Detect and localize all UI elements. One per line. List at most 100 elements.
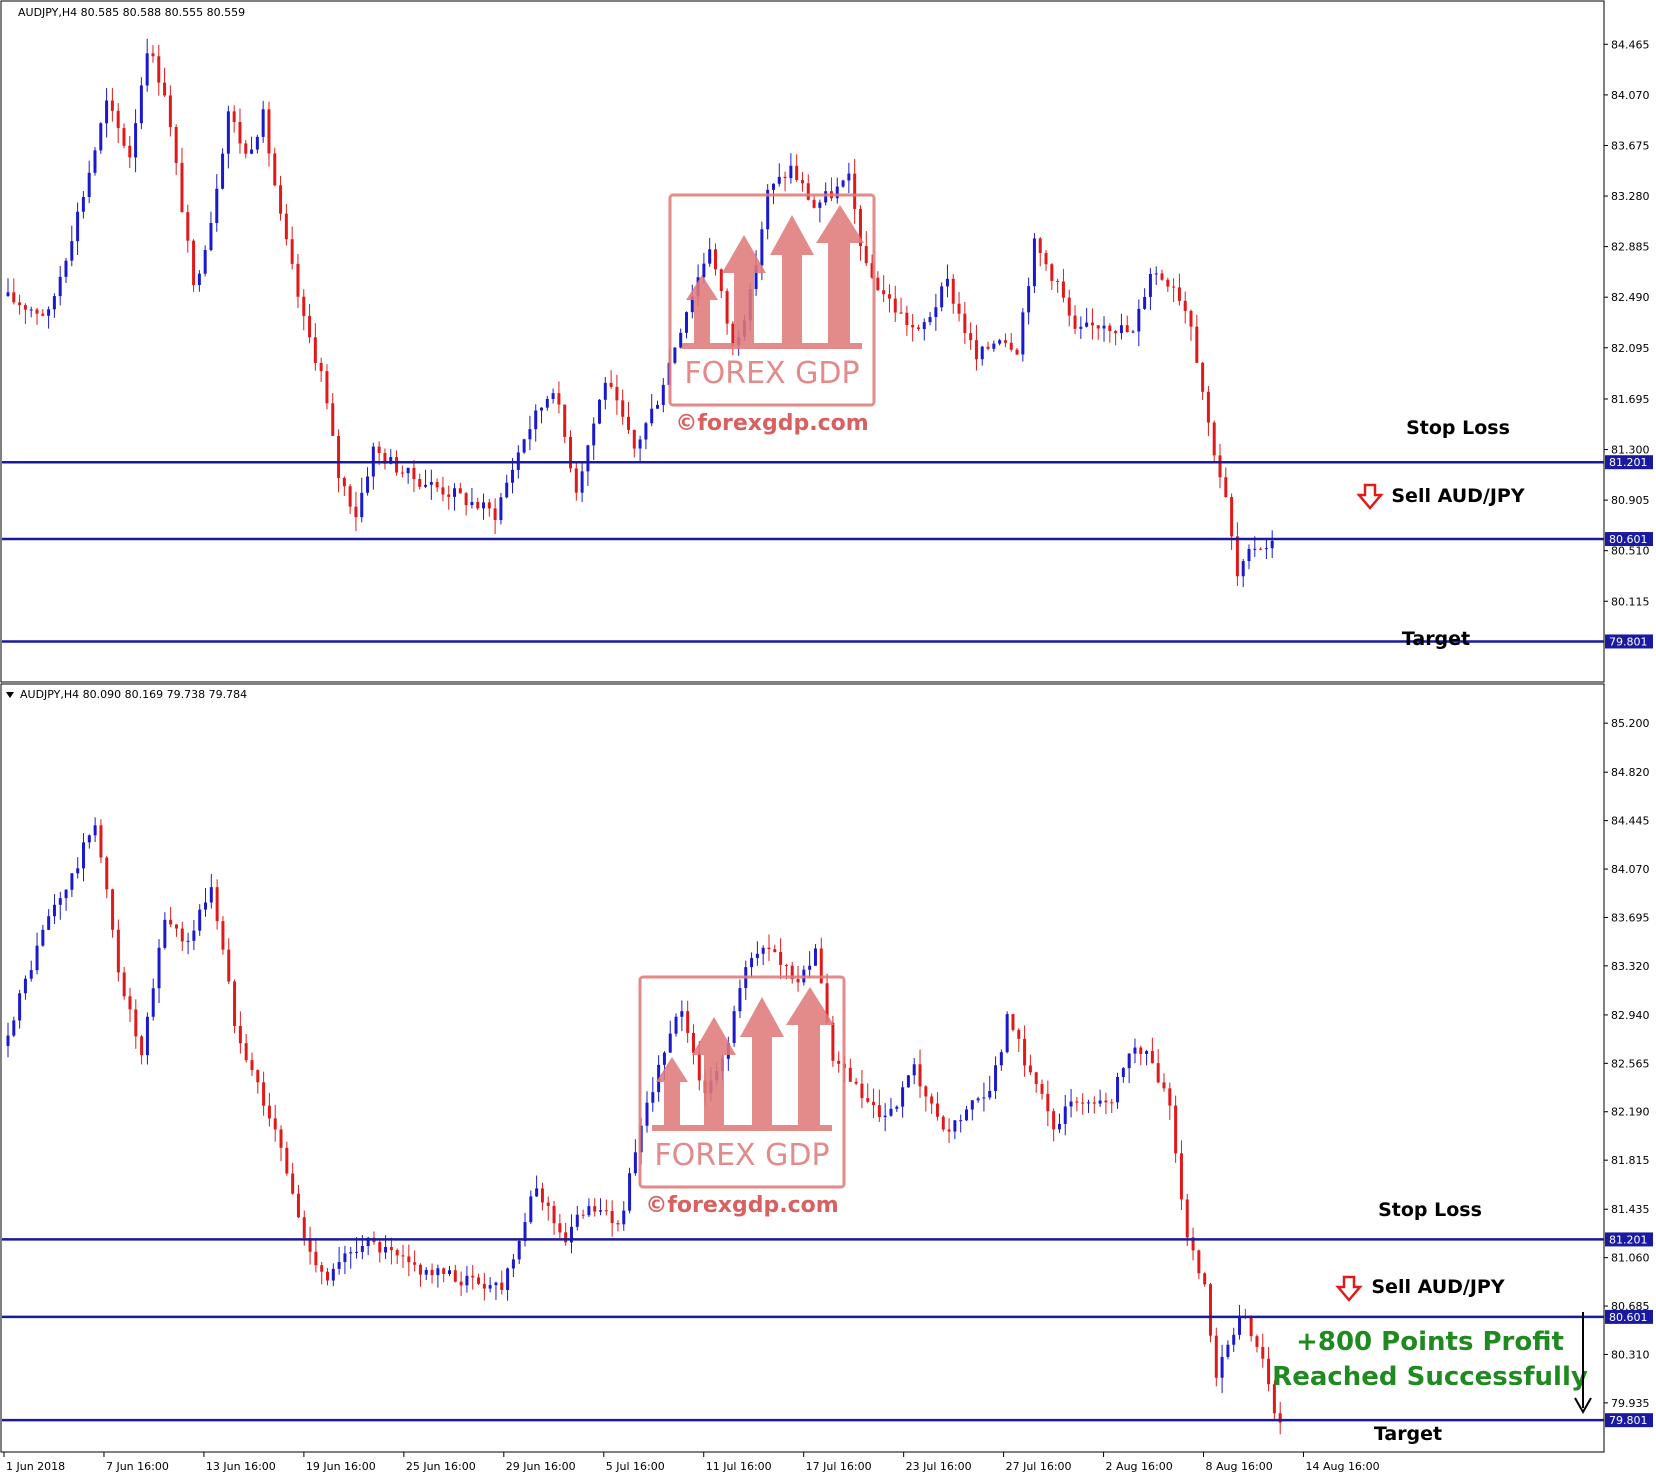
candle — [250, 136, 254, 155]
candle — [1264, 539, 1268, 560]
x-tick-label: 11 Jul 16:00 — [706, 1460, 772, 1473]
candle — [209, 211, 213, 252]
chart-panel-top: AUDJPY,H4 80.585 80.588 80.555 80.559 84… — [0, 0, 1653, 683]
y-tick-label: 81.695 — [1611, 393, 1650, 406]
candle — [953, 1120, 957, 1140]
candle — [122, 966, 126, 1000]
candle — [93, 147, 97, 176]
candle — [198, 904, 202, 936]
candle — [870, 254, 874, 279]
candle — [244, 1034, 248, 1063]
candle — [858, 205, 862, 261]
candle — [1127, 1053, 1131, 1084]
candle — [1023, 1025, 1027, 1077]
level-price-label: 80.601 — [1609, 533, 1648, 546]
candle — [813, 944, 817, 966]
candle — [1075, 1096, 1079, 1112]
candle — [708, 238, 712, 267]
target-label-top: Target — [1402, 628, 1470, 650]
candle — [1156, 1049, 1160, 1084]
candle — [1183, 291, 1187, 324]
y-tick-label: 80.510 — [1611, 545, 1650, 558]
candle — [965, 1105, 968, 1122]
candle — [383, 448, 387, 470]
candle — [853, 158, 857, 224]
candle — [522, 438, 526, 454]
candle — [1168, 1082, 1172, 1120]
candle — [145, 38, 149, 92]
candle — [789, 153, 793, 184]
candle — [401, 1244, 405, 1268]
candle — [593, 1198, 597, 1217]
candle — [732, 1005, 736, 1047]
candle — [864, 231, 868, 266]
candle — [755, 941, 759, 966]
candle — [1270, 530, 1274, 559]
candle — [1259, 547, 1263, 551]
candle — [134, 999, 138, 1049]
y-tick-label: 80.115 — [1611, 595, 1650, 608]
x-tick-label: 17 Jul 16:00 — [806, 1460, 872, 1473]
level-price-badge — [1605, 1232, 1653, 1247]
rising-arrows-icon — [652, 987, 834, 1131]
candle — [928, 311, 932, 326]
candle — [256, 1069, 260, 1094]
y-tick-label: 82.095 — [1611, 342, 1650, 355]
candle — [424, 469, 428, 488]
candle — [818, 199, 822, 223]
chart-header-top: AUDJPY,H4 80.585 80.588 80.555 80.559 — [18, 6, 245, 19]
candle — [1092, 1096, 1096, 1114]
candle — [1044, 249, 1048, 271]
candle — [203, 245, 207, 277]
sell-arrow-icon — [1335, 1275, 1363, 1302]
candle — [645, 1091, 649, 1133]
candle — [1208, 1282, 1212, 1343]
candle — [1073, 305, 1077, 335]
collapse-arrow-icon[interactable] — [6, 692, 14, 698]
candle — [488, 1277, 492, 1293]
candle — [795, 154, 799, 182]
candle — [1148, 268, 1152, 311]
candle — [1086, 1099, 1090, 1113]
candle — [761, 945, 765, 966]
level-price-label: 81.201 — [1609, 456, 1648, 469]
candle — [81, 190, 85, 219]
candle — [1255, 1334, 1259, 1353]
candle — [1034, 1071, 1038, 1093]
candle — [1116, 1072, 1120, 1109]
candle — [551, 388, 555, 404]
candle — [563, 404, 567, 444]
candle — [876, 271, 880, 291]
candle — [574, 461, 578, 501]
candle — [1195, 314, 1199, 364]
candle — [70, 873, 74, 897]
candle — [174, 124, 178, 175]
candle — [470, 487, 474, 509]
candle — [1090, 308, 1094, 340]
y-tick-label: 85.200 — [1611, 717, 1650, 730]
y-tick-label: 83.280 — [1611, 190, 1650, 203]
candle — [70, 225, 74, 267]
candle — [41, 309, 45, 317]
candle — [1143, 288, 1147, 310]
candle — [1201, 361, 1205, 400]
candle — [505, 474, 509, 499]
candle — [105, 856, 109, 899]
candle — [1241, 559, 1245, 588]
y-tick-label: 81.435 — [1611, 1203, 1650, 1216]
level-price-label: 80.601 — [1609, 1311, 1648, 1324]
candle — [895, 1105, 899, 1112]
candle — [633, 1139, 637, 1176]
candle — [1079, 316, 1083, 339]
candle — [1137, 299, 1141, 347]
candle — [1230, 493, 1234, 550]
candle — [790, 961, 794, 984]
candle — [901, 1081, 905, 1118]
candle — [882, 275, 886, 303]
candle — [1150, 1037, 1154, 1064]
candle — [988, 1075, 992, 1100]
profit-line-1: +800 Points Profit — [1296, 1327, 1564, 1357]
watermark-top: FOREX GDP — [668, 193, 876, 407]
y-tick-label: 82.565 — [1611, 1057, 1650, 1070]
